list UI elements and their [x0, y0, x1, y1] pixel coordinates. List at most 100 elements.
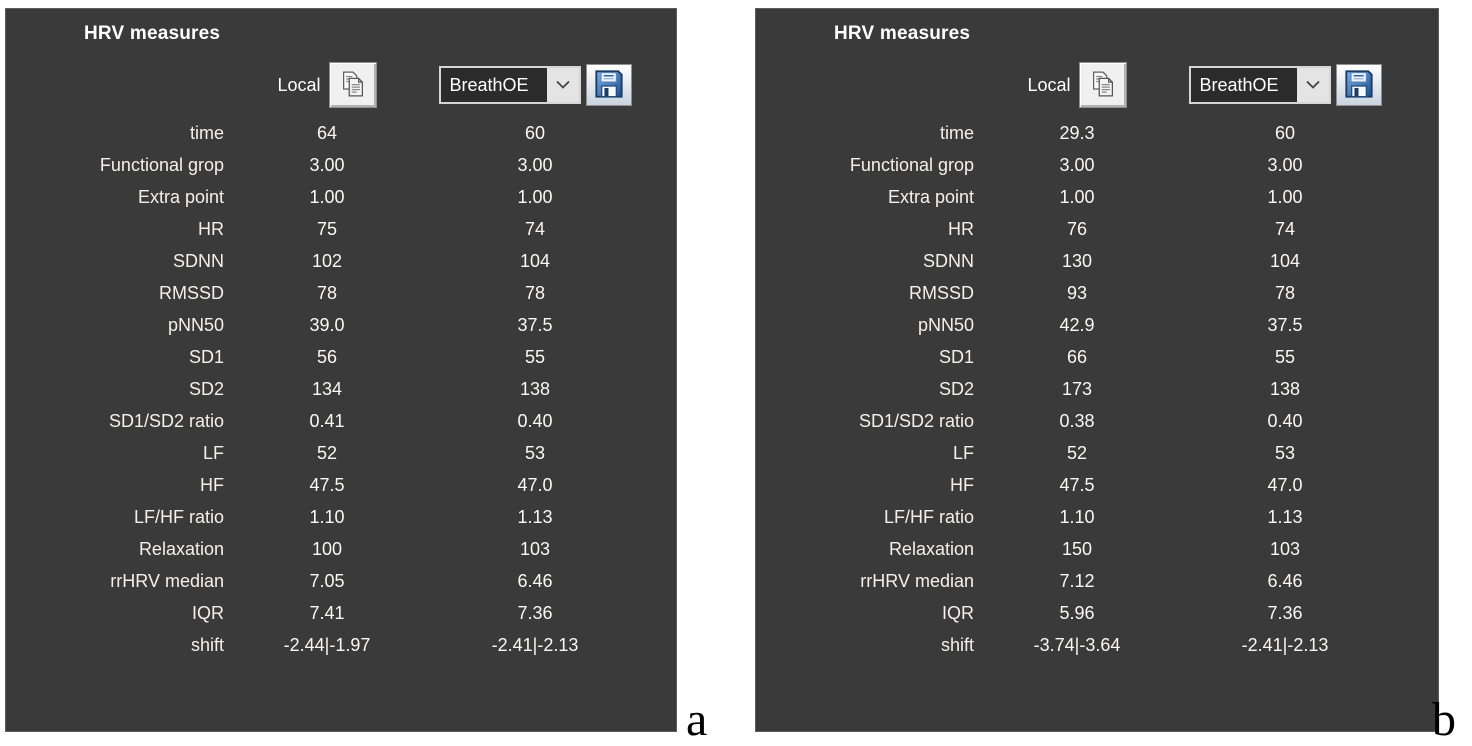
column-header-row: Local BreathOE [756, 59, 1438, 111]
save-icon [592, 68, 626, 103]
table-row: SD2 173 138 [756, 373, 1438, 405]
row-label: time [939, 122, 974, 143]
copy-to-clipboard-button[interactable] [328, 62, 377, 108]
row-value-reference: 60 [524, 122, 546, 143]
row-label: pNN50 [917, 314, 974, 335]
copy-to-clipboard-button[interactable] [1078, 62, 1127, 108]
row-value-reference: 53 [524, 442, 546, 463]
save-button[interactable] [585, 64, 632, 106]
reference-dropdown-value: BreathOE [449, 74, 529, 95]
row-value-reference: 60 [1274, 122, 1296, 143]
row-value-reference: 55 [524, 346, 546, 367]
row-value-local: 102 [311, 250, 343, 271]
row-value-local: -3.74|-3.64 [1033, 634, 1121, 655]
row-value-local: 3.00 [1059, 154, 1095, 175]
row-value-local: 1.10 [309, 506, 345, 527]
row-label: Extra point [137, 186, 224, 207]
row-label: Relaxation [138, 538, 224, 559]
save-icon [1342, 68, 1376, 103]
table-row: SD1 56 55 [6, 341, 676, 373]
table-row: time 64 60 [6, 117, 676, 149]
table-row: pNN50 42.9 37.5 [756, 309, 1438, 341]
row-value-reference: -2.41|-2.13 [1241, 634, 1329, 655]
chevron-down-icon[interactable] [546, 68, 579, 102]
row-label: SD1/SD2 ratio [108, 410, 224, 431]
row-label: HR [948, 218, 974, 239]
row-value-reference: 74 [524, 218, 546, 239]
row-value-reference: 104 [1269, 250, 1301, 271]
row-label: Extra point [887, 186, 974, 207]
row-label: rrHRV median [110, 570, 224, 591]
column-header-row: Local BreathOE [6, 59, 676, 111]
table-row: SD2 134 138 [6, 373, 676, 405]
chevron-down-icon[interactable] [1296, 68, 1329, 102]
row-value-local: 134 [311, 378, 343, 399]
row-value-reference: 78 [524, 282, 546, 303]
row-value-local: 47.5 [309, 474, 345, 495]
row-value-reference: -2.41|-2.13 [491, 634, 579, 655]
table-row: LF 52 53 [6, 437, 676, 469]
row-value-local: 47.5 [1059, 474, 1095, 495]
row-value-local: 7.41 [309, 602, 345, 623]
table-row: LF/HF ratio 1.10 1.13 [756, 501, 1438, 533]
local-column-header: Local [224, 62, 430, 108]
row-value-local: -2.44|-1.97 [283, 634, 371, 655]
table-row: IQR 7.41 7.36 [6, 597, 676, 629]
row-value-reference: 78 [1274, 282, 1296, 303]
row-label: LF/HF ratio [133, 506, 224, 527]
row-label: SD1 [938, 346, 974, 367]
local-column-label: Local [1027, 74, 1071, 95]
row-value-reference: 6.46 [517, 570, 553, 591]
row-value-reference: 53 [1274, 442, 1296, 463]
row-label: Relaxation [888, 538, 974, 559]
row-value-local: 42.9 [1059, 314, 1095, 335]
row-label: shift [940, 634, 974, 655]
figure-label-a: a [686, 693, 708, 746]
table-row: HF 47.5 47.0 [6, 469, 676, 501]
row-value-reference: 104 [519, 250, 551, 271]
table-row: SD1/SD2 ratio 0.38 0.40 [756, 405, 1438, 437]
row-label: pNN50 [167, 314, 224, 335]
table-row: RMSSD 78 78 [6, 277, 676, 309]
reference-source-dropdown[interactable]: BreathOE [438, 66, 581, 104]
row-value-local: 3.00 [309, 154, 345, 175]
row-label: time [189, 122, 224, 143]
row-label: Functional grop [99, 154, 224, 175]
row-value-local: 93 [1066, 282, 1088, 303]
row-value-local: 56 [316, 346, 338, 367]
table-row: HF 47.5 47.0 [756, 469, 1438, 501]
row-value-local: 5.96 [1059, 602, 1095, 623]
row-value-reference: 3.00 [1267, 154, 1303, 175]
panel-title: HRV measures [84, 23, 221, 44]
row-value-local: 52 [1066, 442, 1088, 463]
table-row: HR 75 74 [6, 213, 676, 245]
row-value-local: 130 [1061, 250, 1093, 271]
row-value-reference: 138 [519, 378, 551, 399]
row-label: HF [950, 474, 974, 495]
row-value-reference: 37.5 [1267, 314, 1303, 335]
table-row: shift -2.44|-1.97 -2.41|-2.13 [6, 629, 676, 661]
row-value-reference: 1.13 [1267, 506, 1303, 527]
measures-table: time 29.3 60 Functional grop 3.00 3.00 E… [756, 117, 1438, 661]
row-label: LF [202, 442, 224, 463]
reference-source-dropdown[interactable]: BreathOE [1188, 66, 1331, 104]
table-row: SD1 66 55 [756, 341, 1438, 373]
row-value-local: 78 [316, 282, 338, 303]
save-button[interactable] [1335, 64, 1382, 106]
hrv-measures-panel-a: HRV measures Local [5, 8, 677, 732]
row-value-local: 75 [316, 218, 338, 239]
row-value-reference: 74 [1274, 218, 1296, 239]
reference-column-header: BreathOE [430, 64, 640, 106]
row-value-reference: 1.00 [517, 186, 553, 207]
row-value-reference: 7.36 [1267, 602, 1303, 623]
table-row: Extra point 1.00 1.00 [6, 181, 676, 213]
copy-icon [1088, 69, 1118, 102]
row-value-local: 76 [1066, 218, 1088, 239]
copy-icon [338, 69, 368, 102]
table-row: SDNN 102 104 [6, 245, 676, 277]
panel-title: HRV measures [834, 23, 971, 44]
table-row: Functional grop 3.00 3.00 [756, 149, 1438, 181]
row-value-local: 173 [1061, 378, 1093, 399]
local-column-header: Local [974, 62, 1180, 108]
